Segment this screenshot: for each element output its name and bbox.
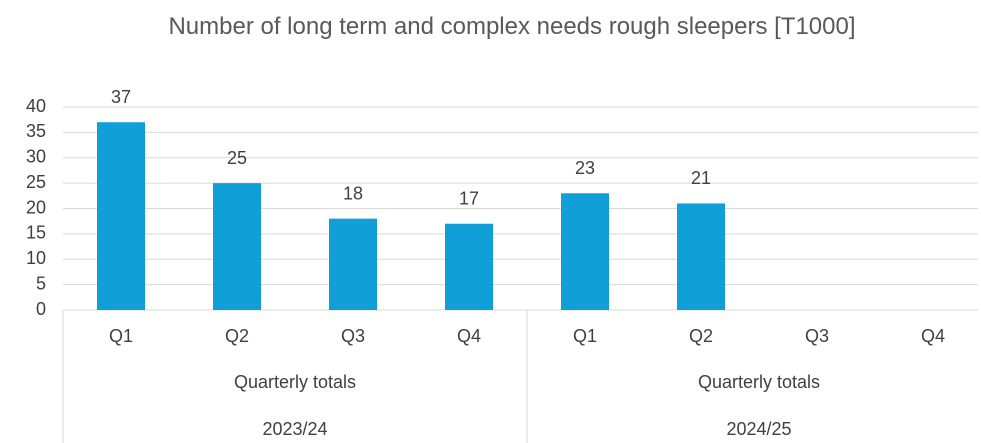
y-tick-label: 5 <box>36 273 46 293</box>
bar <box>561 193 609 310</box>
y-tick-label: 20 <box>26 197 46 217</box>
x-tick-label: Q2 <box>225 326 249 346</box>
data-label: 17 <box>459 188 479 208</box>
bar <box>213 183 261 310</box>
data-label: 21 <box>691 168 711 188</box>
chart-title: Number of long term and complex needs ro… <box>168 13 856 40</box>
bar <box>445 223 493 310</box>
x-tick-label: Q3 <box>341 326 365 346</box>
bar <box>97 122 145 310</box>
y-tick-label: 30 <box>26 147 46 167</box>
x-tick-label: Q1 <box>109 326 133 346</box>
x-tick-label: Q3 <box>805 326 829 346</box>
y-tick-label: 25 <box>26 172 46 192</box>
bar <box>677 203 725 310</box>
y-tick-label: 35 <box>26 121 46 141</box>
subgroup-label: Quarterly totals <box>698 372 820 392</box>
data-label: 25 <box>227 148 247 168</box>
period-label: 2024/25 <box>726 419 791 439</box>
subgroup-label: Quarterly totals <box>234 372 356 392</box>
data-label: 23 <box>575 158 595 178</box>
bar <box>329 218 377 310</box>
data-label: 18 <box>343 183 363 203</box>
data-label: 37 <box>111 87 131 107</box>
y-tick-label: 10 <box>26 248 46 268</box>
x-tick-label: Q1 <box>573 326 597 346</box>
x-tick-label: Q2 <box>689 326 713 346</box>
y-tick-label: 15 <box>26 223 46 243</box>
x-tick-label: Q4 <box>457 326 481 346</box>
x-tick-label: Q4 <box>921 326 945 346</box>
period-label: 2023/24 <box>262 419 327 439</box>
y-tick-label: 40 <box>26 96 46 116</box>
y-tick-label: 0 <box>36 299 46 319</box>
